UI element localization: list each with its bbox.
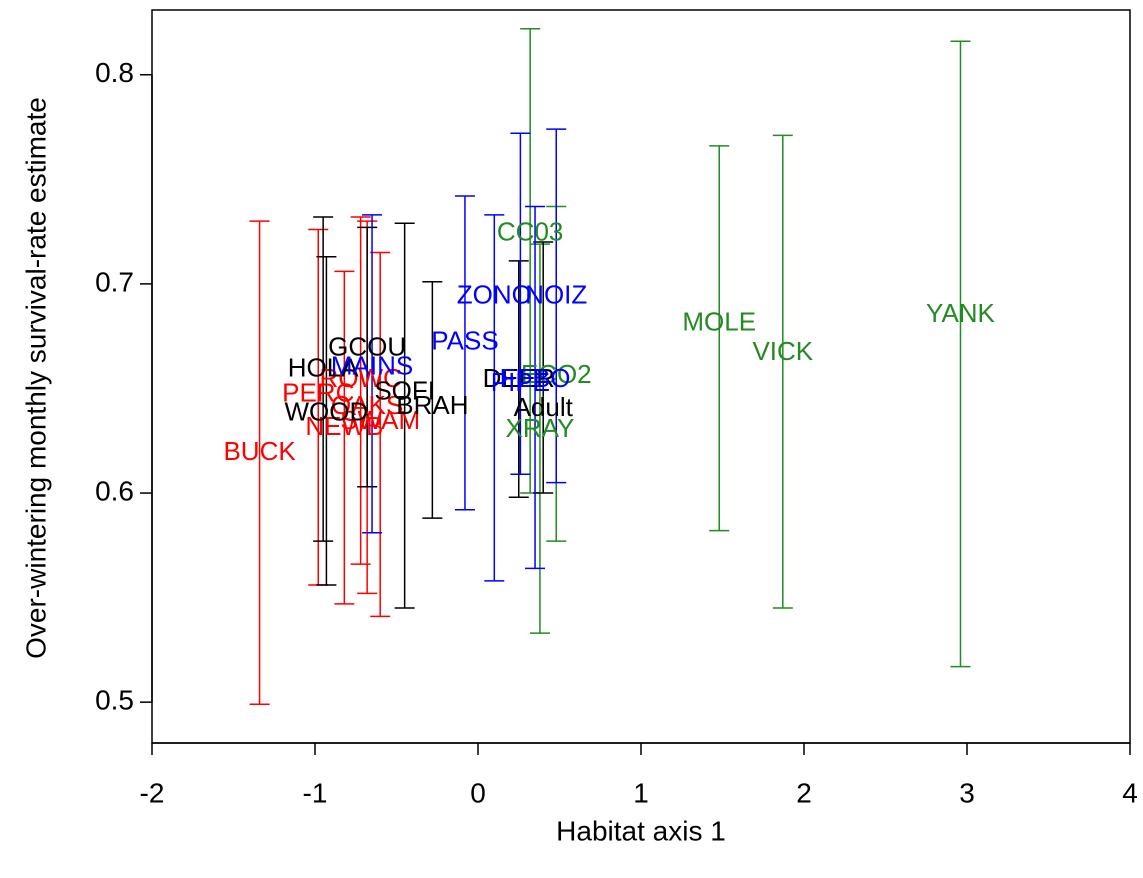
point-label: ECO2	[521, 359, 592, 389]
error-bar	[510, 132, 531, 475]
point-label: VICK	[752, 336, 813, 366]
point-label: SWAM	[340, 405, 420, 435]
point-label: NEWB	[305, 411, 383, 441]
error-bar	[313, 216, 334, 542]
point-label: YANK	[926, 298, 996, 328]
x-tick-label: 2	[796, 777, 812, 808]
error-bar	[334, 270, 355, 605]
point-label: CC03	[497, 217, 563, 247]
point-label: FEBO	[500, 363, 571, 393]
error-bar	[357, 226, 378, 488]
point-label: Adult	[514, 392, 574, 422]
x-tick-label: 1	[633, 777, 649, 808]
error-bar	[525, 205, 546, 570]
point-label: WOOD	[285, 396, 369, 426]
point-label: NOIZ	[525, 279, 587, 309]
point-label: BUCK	[223, 436, 296, 466]
error-bar	[709, 145, 730, 532]
error-bar	[362, 214, 383, 534]
y-tick-label: 0.8	[95, 57, 134, 88]
error-bar	[484, 214, 505, 582]
error-bar	[772, 134, 793, 609]
point-label: BRAH	[396, 390, 468, 420]
x-tick-label: 0	[470, 777, 486, 808]
error-bar	[508, 260, 529, 498]
point-label: SOFI	[374, 376, 435, 406]
x-tick-label: -1	[303, 777, 328, 808]
error-bar	[370, 251, 391, 618]
error-bar	[316, 255, 337, 586]
point-label: PIPE	[491, 367, 550, 397]
point-label: PASS	[431, 325, 498, 355]
point-label: GCOU	[328, 332, 406, 362]
x-tick-label: 3	[959, 777, 975, 808]
error-bar	[533, 241, 554, 494]
point-label: MAINS	[331, 350, 413, 380]
point-label: MOLE	[682, 306, 756, 336]
error-bar	[950, 40, 971, 668]
error-bar	[394, 222, 415, 609]
point-label: OAKS	[331, 390, 403, 420]
y-tick-label: 0.6	[95, 475, 134, 506]
point-label: XRAY	[506, 413, 575, 443]
y-axis-title: Over-wintering monthly survival-rate est…	[20, 97, 51, 659]
x-tick-label: -2	[140, 777, 165, 808]
x-axis-title: Habitat axis 1	[556, 815, 726, 846]
error-bar	[422, 281, 443, 519]
point-label: HOLA	[288, 353, 359, 383]
point-label: DEER	[483, 363, 555, 393]
error-bar	[249, 220, 270, 706]
point-label: ZONO	[457, 279, 532, 309]
y-tick-label: 0.7	[95, 266, 134, 297]
error-bar	[546, 128, 567, 484]
point-label: ROWC	[319, 363, 401, 393]
error-bar	[454, 195, 475, 511]
point-label: PERC	[282, 378, 354, 408]
x-tick-label: 4	[1122, 777, 1138, 808]
y-tick-label: 0.5	[95, 685, 134, 716]
